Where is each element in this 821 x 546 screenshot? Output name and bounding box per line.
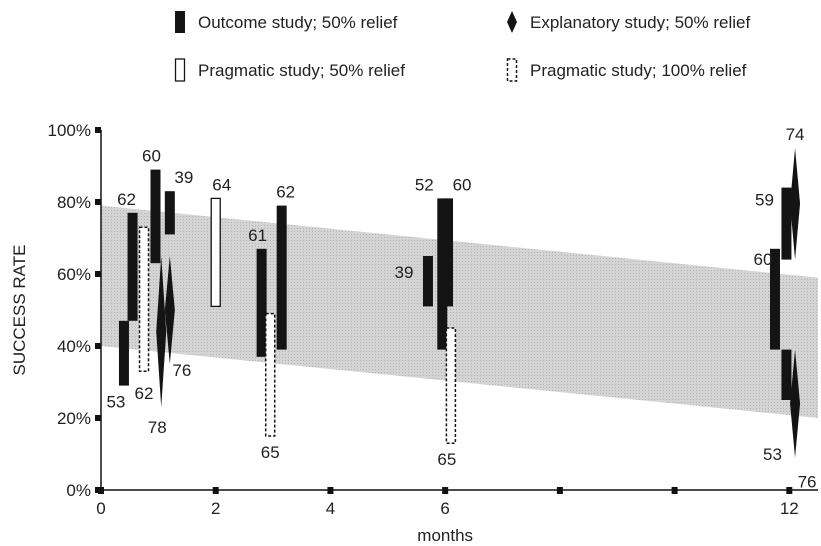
y-tick-mark	[95, 415, 101, 421]
data-label: 76	[172, 361, 191, 380]
y-tick-mark	[95, 271, 101, 277]
mark-outcome-0	[118, 320, 129, 386]
mark-outcome-17	[781, 349, 792, 400]
x-tick-label: 4	[326, 499, 335, 518]
mark-outcome-16	[781, 187, 792, 260]
mark-outcome-11	[422, 256, 433, 307]
data-label: 78	[148, 418, 167, 437]
x-tick-label: 2	[211, 499, 220, 518]
x-tick-label: 6	[440, 499, 449, 518]
mark-pragmatic100-14	[445, 327, 457, 444]
data-label: 61	[248, 226, 267, 245]
legend-symbol-pragmatic50	[174, 58, 186, 82]
x-axis-title: months	[417, 526, 473, 545]
x-tick-label: 12	[780, 499, 799, 518]
marks-layer	[118, 148, 801, 458]
data-label: 53	[763, 445, 782, 464]
mark-outcome-3	[150, 169, 161, 264]
mark-outcome-6	[164, 191, 175, 235]
data-label: 59	[755, 191, 774, 210]
data-label: 53	[106, 393, 125, 412]
data-label: 62	[117, 190, 136, 209]
legend-label-pragmatic50: Pragmatic study; 50% relief	[198, 61, 405, 80]
data-label: 62	[276, 183, 295, 202]
legend: Outcome study; 50% relief Explanatory stu…	[174, 11, 750, 82]
data-label: 74	[786, 125, 805, 144]
x-tick-mark	[98, 487, 104, 494]
mark-outcome-10	[276, 205, 287, 350]
mark-pragmatic50-7	[210, 197, 221, 308]
mark-pragmatic100-2	[138, 226, 150, 372]
data-label: 62	[135, 384, 154, 403]
mark-outcome-8	[256, 248, 267, 357]
mark-outcome-1	[127, 212, 138, 321]
y-tick-label: 20%	[57, 409, 91, 428]
data-label: 60	[453, 175, 472, 194]
legend-label-outcome: Outcome study; 50% relief	[198, 13, 398, 32]
x-tick-mark	[442, 487, 449, 494]
data-label: 60	[754, 250, 773, 269]
legend-symbol-pragmatic100	[506, 58, 518, 82]
data-label: 65	[261, 443, 280, 462]
y-tick-mark	[95, 199, 101, 205]
mark-explanatory-18	[790, 148, 801, 260]
y-tick-label: 80%	[57, 193, 91, 212]
mark-outcome-12	[437, 198, 448, 350]
mark-outcome-15	[769, 248, 780, 350]
axes: 0% 20% 40% 60% 80% 100% 0 2 4 6 12	[48, 121, 818, 518]
legend-symbol-outcome	[175, 11, 185, 33]
mark-explanatory-19	[790, 349, 801, 458]
legend-symbol-explanatory	[507, 11, 517, 33]
y-tick-label: 100%	[48, 121, 91, 140]
x-tick-mark	[327, 487, 334, 494]
mark-pragmatic100-9	[264, 312, 276, 437]
x-tick-label: 0	[96, 499, 105, 518]
data-label: 76	[798, 473, 817, 492]
x-tick-mark	[556, 487, 563, 494]
mark-explanatory-5	[164, 256, 175, 364]
mark-outcome-13	[443, 198, 454, 307]
x-tick-mark	[671, 487, 678, 494]
x-tick-mark	[786, 487, 793, 494]
y-tick-mark	[95, 343, 101, 349]
y-axis-title: SUCCESS RATE	[10, 245, 29, 376]
legend-label-explanatory: Explanatory study; 50% relief	[530, 13, 750, 32]
data-label: 39	[394, 263, 413, 282]
data-label: 65	[437, 450, 456, 469]
y-tick-label: 0%	[66, 481, 91, 500]
legend-label-pragmatic100: Pragmatic study; 100% relief	[530, 61, 747, 80]
y-tick-mark	[95, 127, 101, 133]
success-band-layer	[101, 205, 818, 418]
data-labels-layer: 53 62 62 60 78 76 39 64 61 65 62 39 52 60 65 60 59 53 74 76	[106, 125, 816, 492]
data-label: 52	[415, 175, 434, 194]
y-tick-label: 60%	[57, 265, 91, 284]
y-tick-label: 40%	[57, 337, 91, 356]
mark-explanatory-4	[156, 256, 167, 408]
x-tick-mark	[212, 487, 219, 494]
data-label: 39	[174, 168, 193, 187]
data-label: 60	[142, 147, 161, 166]
success-band	[101, 205, 818, 418]
data-label: 64	[212, 175, 231, 194]
